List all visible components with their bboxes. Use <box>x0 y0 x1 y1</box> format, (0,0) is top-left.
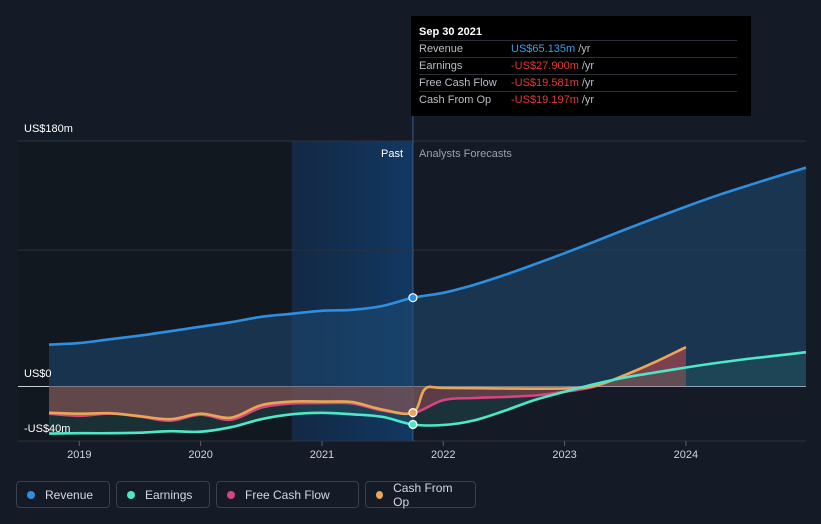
tooltip-row-revenue: Revenue US$65.135m /yr <box>419 40 737 57</box>
y-label-zero: US$0 <box>24 368 52 380</box>
legend-dot-icon <box>376 490 384 499</box>
marker-revenue <box>408 293 418 303</box>
x-tick-label: 2019 <box>67 449 91 461</box>
marker-earnings <box>408 419 418 430</box>
tooltip-unit: /yr <box>578 43 591 55</box>
legend-dot-icon <box>27 490 35 499</box>
series-areas <box>49 167 806 434</box>
legend: Revenue Earnings Free Cash Flow Cash Fro… <box>16 480 476 509</box>
tooltip-label: Revenue <box>419 43 464 55</box>
tooltip-label: Earnings <box>419 60 463 72</box>
tooltip-row-free-cash-flow: Free Cash Flow -US$19.581m /yr <box>419 74 737 91</box>
series-line-cash-from-op <box>48 346 687 421</box>
past-label: Past <box>381 148 403 160</box>
tooltip: Sep 30 2021 Revenue US$65.135m /yr Earni… <box>411 16 751 116</box>
series-line-revenue <box>48 166 807 346</box>
tooltip-row-earnings: Earnings -US$27.900m /yr <box>419 57 737 74</box>
series-markers <box>408 293 418 430</box>
legend-label: Revenue <box>45 487 94 502</box>
tooltip-label: Free Cash Flow <box>419 77 497 89</box>
tooltip-value: -US$19.197m <box>511 94 579 106</box>
tooltip-label: Cash From Op <box>419 94 492 106</box>
tooltip-unit: /yr <box>581 94 595 106</box>
legend-item-cash-from-op[interactable]: Cash From Op <box>365 480 476 509</box>
legend-label: Free Cash Flow <box>245 487 330 502</box>
tooltip-value: -US$19.581m <box>511 77 579 89</box>
tooltip-value: -US$27.900m <box>511 60 579 72</box>
x-tick-label: 2020 <box>188 449 212 461</box>
series-area-cash-from-op <box>49 347 686 420</box>
y-label-top: US$180m <box>24 123 73 135</box>
tooltip-date: Sep 30 2021 <box>419 26 482 38</box>
marker-cash-from-op <box>408 408 418 418</box>
x-tick-label: 2022 <box>431 449 455 461</box>
legend-dot-icon <box>227 490 235 499</box>
x-tick-label: 2024 <box>674 449 698 461</box>
y-label-bottom: -US$40m <box>24 423 71 435</box>
series-line-earnings <box>48 350 807 435</box>
legend-dot-icon <box>127 490 135 499</box>
series-area-earnings <box>49 352 806 434</box>
x-tick-label: 2023 <box>552 449 576 461</box>
tooltip-unit: /yr <box>581 77 595 89</box>
tooltip-value: US$65.135m <box>511 43 576 55</box>
series-lines <box>48 166 807 435</box>
tooltip-row-cash-from-op: Cash From Op -US$19.197m /yr <box>419 91 737 108</box>
legend-item-revenue[interactable]: Revenue <box>16 481 110 508</box>
x-axis-ticks: 2019 2020 2021 2022 2023 2024 <box>67 441 698 461</box>
legend-label: Earnings <box>145 487 193 502</box>
legend-item-earnings[interactable]: Earnings <box>116 481 210 508</box>
x-tick-label: 2021 <box>310 449 334 461</box>
legend-item-free-cash-flow[interactable]: Free Cash Flow <box>216 481 359 508</box>
series-area-free-cash-flow <box>49 347 686 421</box>
legend-label: Cash From Op <box>393 480 453 509</box>
forecast-label: Analysts Forecasts <box>419 148 512 160</box>
tooltip-unit: /yr <box>581 60 595 72</box>
series-area-revenue <box>49 167 806 387</box>
